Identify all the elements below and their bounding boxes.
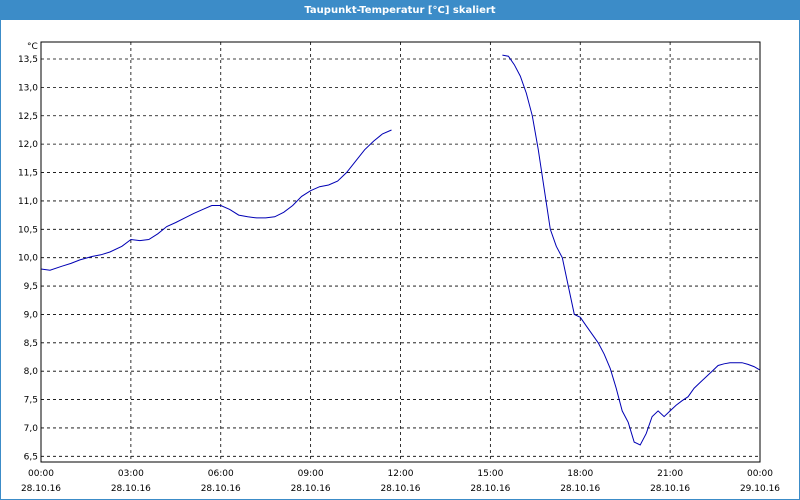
y-tick-label: 13,0 bbox=[18, 83, 38, 93]
y-axis-unit-label: °C bbox=[27, 42, 38, 52]
x-tick-time: 21:00 bbox=[657, 469, 683, 479]
y-tick-label: 11,5 bbox=[18, 169, 38, 179]
y-tick-label: 6,5 bbox=[24, 452, 38, 462]
x-tick-labels: 00:00 28.10.16 03:00 28.10.16 06:00 28.10.16 0… bbox=[21, 469, 780, 494]
y-tick-label: 11,0 bbox=[18, 197, 38, 207]
x-tick-date: 28.10.16 bbox=[201, 484, 241, 494]
x-tick-date: 29.10.16 bbox=[740, 484, 780, 494]
x-tick-time: 12:00 bbox=[388, 469, 414, 479]
x-tick-date: 28.10.16 bbox=[21, 484, 61, 494]
x-tick-time: 09:00 bbox=[298, 469, 324, 479]
y-tick-label: 7,0 bbox=[24, 424, 39, 434]
y-tick-label: 9,0 bbox=[24, 310, 39, 320]
x-tick-date: 28.10.16 bbox=[470, 484, 510, 494]
y-tick-label: 13,5 bbox=[18, 55, 38, 65]
dewpoint-series-line bbox=[40, 129, 392, 271]
y-tick-label: 10,5 bbox=[18, 225, 38, 235]
y-tick-label: 10,0 bbox=[18, 254, 38, 264]
y-tick-label: 12,5 bbox=[18, 112, 38, 122]
x-tick-date: 28.10.16 bbox=[560, 484, 600, 494]
y-tick-label: 9,5 bbox=[24, 282, 38, 292]
x-tick-date: 28.10.16 bbox=[291, 484, 331, 494]
plot-area-border bbox=[40, 41, 761, 463]
x-tick-date: 28.10.16 bbox=[650, 484, 690, 494]
y-tick-label: 8,0 bbox=[24, 367, 39, 377]
window-title: Taupunkt-Temperatur [°C] skaliert bbox=[1, 1, 799, 20]
x-tick-time: 18:00 bbox=[567, 469, 593, 479]
y-tick-label: 7,5 bbox=[24, 396, 38, 406]
x-tick-time: 15:00 bbox=[477, 469, 503, 479]
x-tick-time: 00:00 bbox=[747, 469, 773, 479]
x-tick-date: 28.10.16 bbox=[380, 484, 420, 494]
grid-lines bbox=[41, 42, 760, 462]
x-tick-time: 03:00 bbox=[118, 469, 144, 479]
x-tick-time: 00:00 bbox=[28, 469, 54, 479]
y-tick-labels: 13,5 13,0 12,5 12,0 11,5 11,0 10,5 10,0 9,5 9,0 8,… bbox=[18, 55, 38, 462]
dewpoint-series-line bbox=[502, 54, 761, 446]
data-series bbox=[40, 54, 761, 446]
y-tick-label: 8,5 bbox=[24, 339, 38, 349]
x-tick-time: 06:00 bbox=[208, 469, 234, 479]
x-tick-date: 28.10.16 bbox=[111, 484, 151, 494]
y-tick-label: 12,0 bbox=[18, 140, 38, 150]
